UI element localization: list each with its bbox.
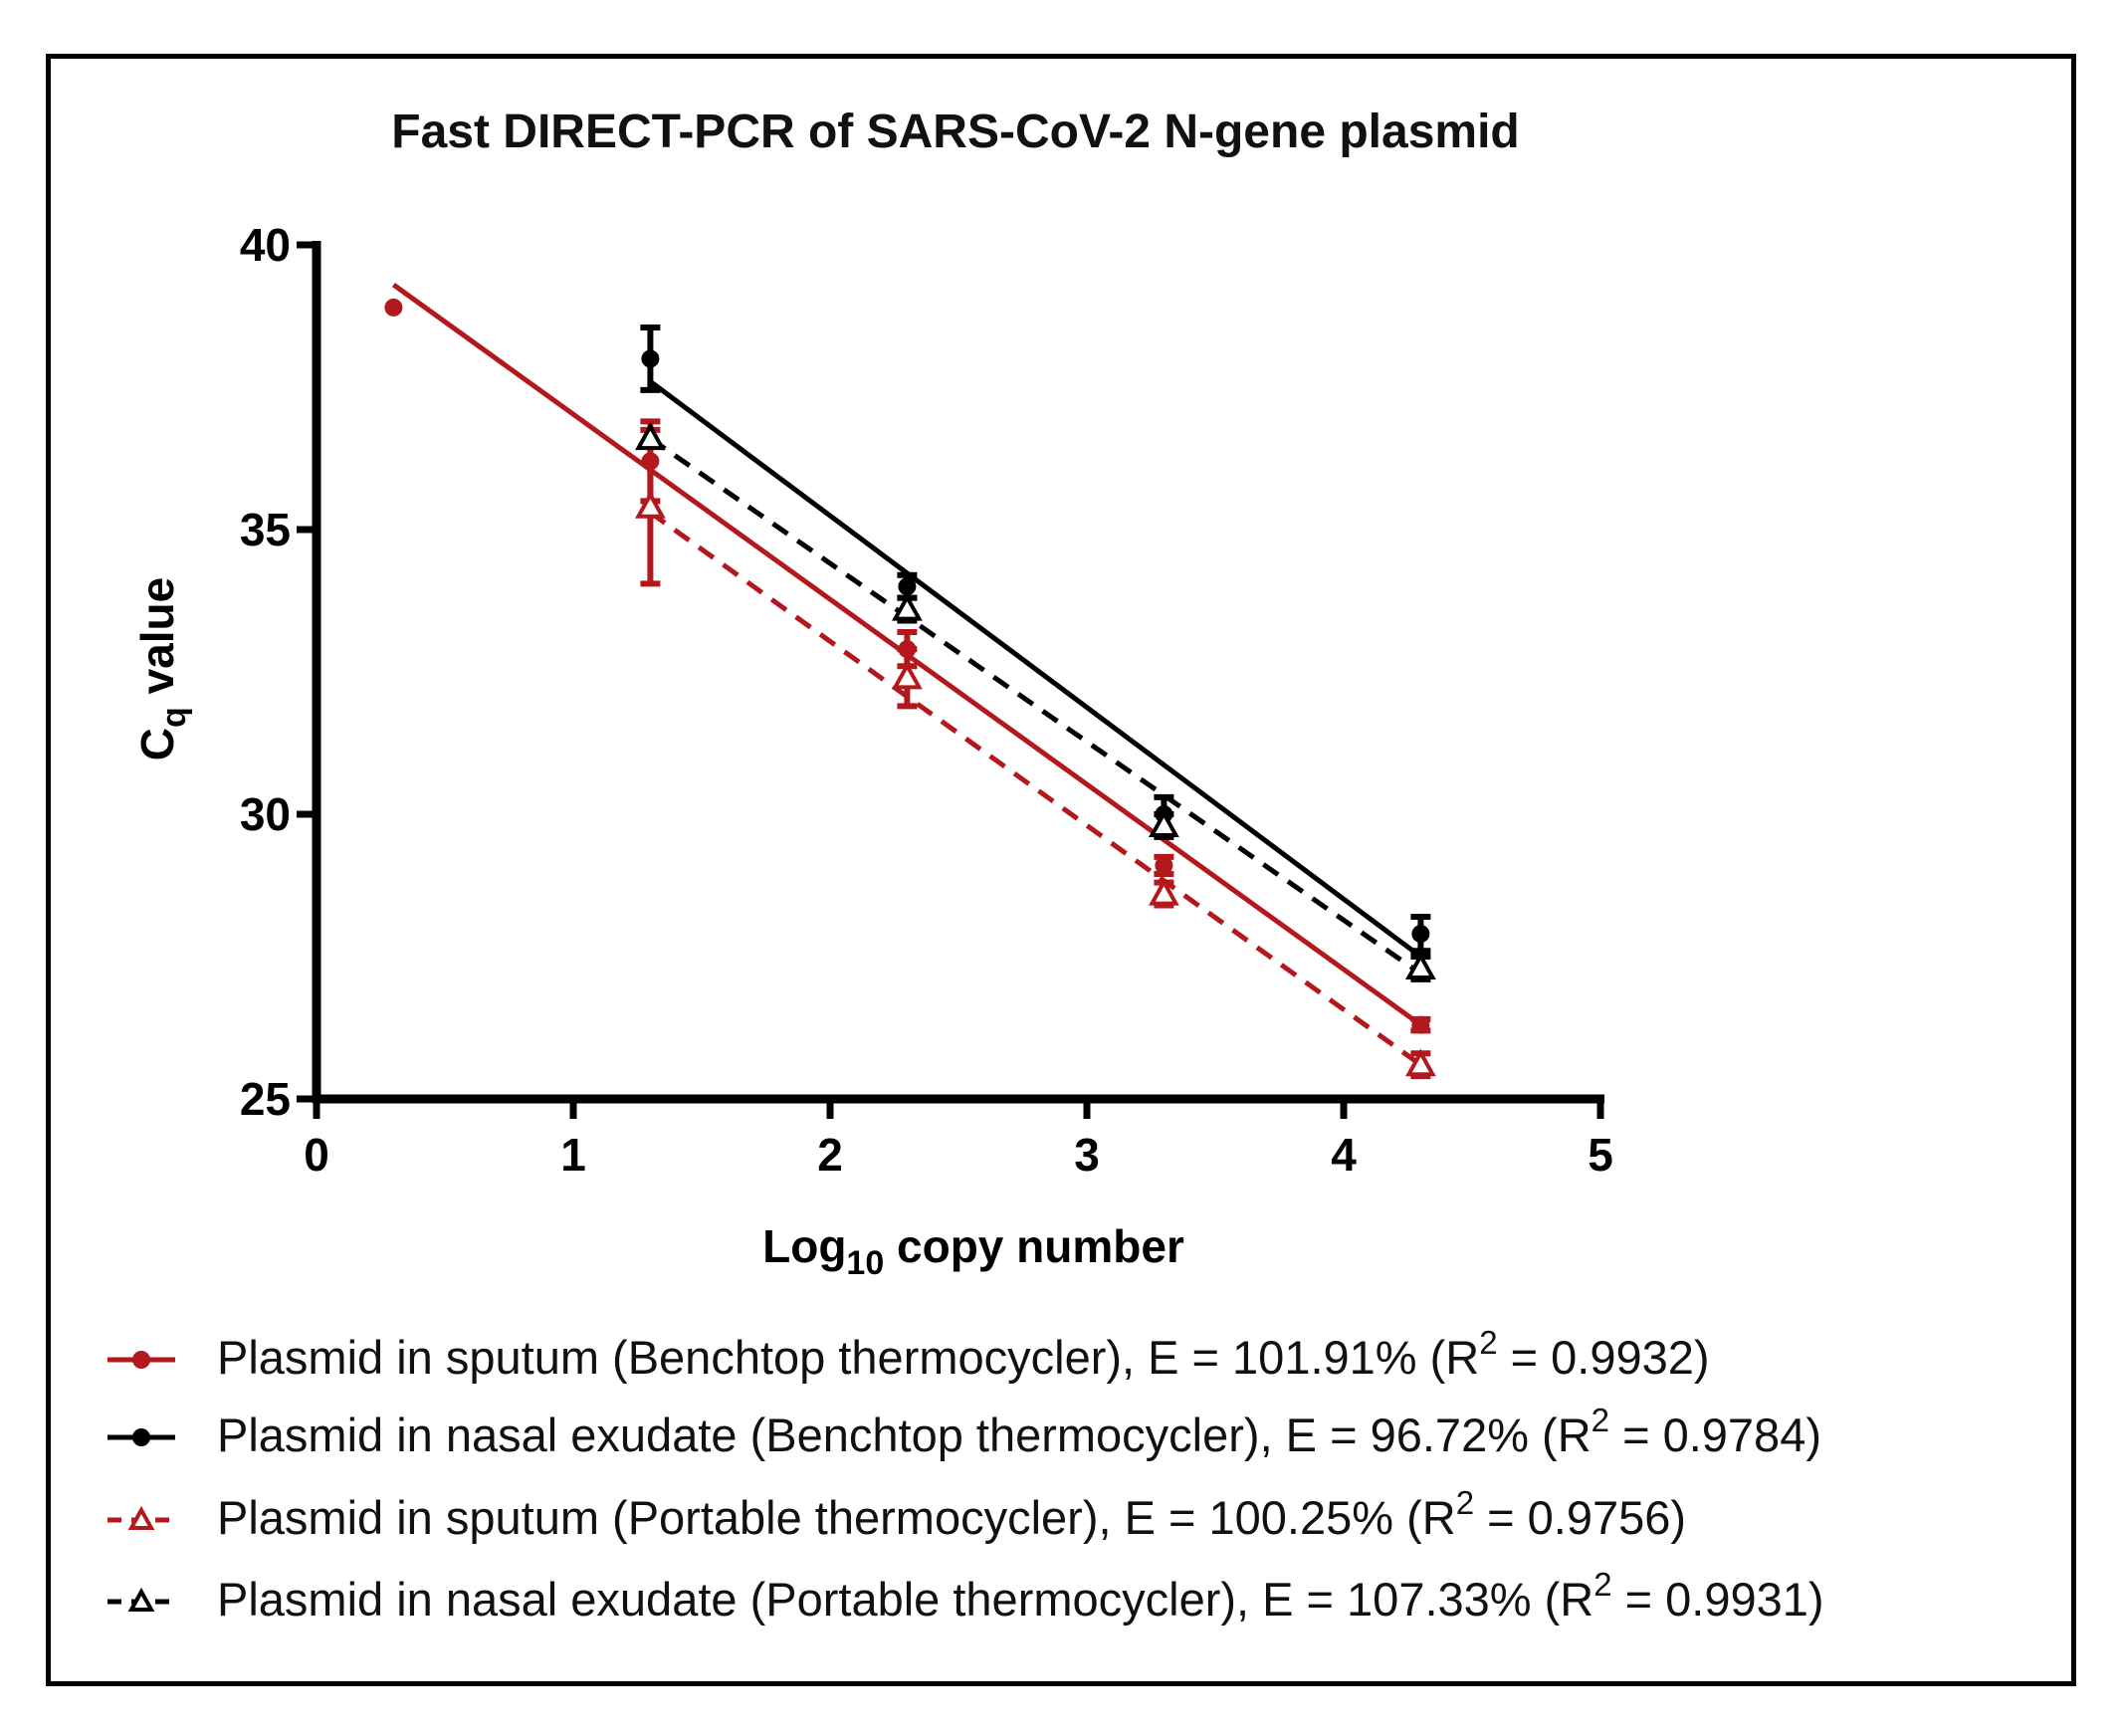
series-1 (640, 324, 1431, 960)
legend: Plasmid in sputum (Benchtop thermocycler… (107, 1324, 1824, 1626)
fit-line-3 (648, 436, 1422, 976)
data-point-2-2 (1149, 877, 1179, 906)
legend-label-1: Plasmid in nasal exudate (Benchtop therm… (217, 1402, 1821, 1461)
data-point-3-1 (892, 592, 923, 621)
legend-superscript: 2 (1479, 1324, 1497, 1361)
x-tick-label-4: 4 (1331, 1129, 1357, 1181)
x-tick-label-3: 3 (1074, 1129, 1100, 1181)
chart-marks (384, 283, 1436, 1080)
data-point-1-0 (641, 349, 660, 368)
data-point-2-3 (1405, 1048, 1436, 1077)
y-tick-label-40: 40 (240, 219, 291, 271)
legend-label-2: Plasmid in sputum (Portable thermocycler… (217, 1484, 1686, 1544)
legend-superscript: 2 (1456, 1484, 1474, 1521)
legend-label-3: Plasmid in nasal exudate (Portable therm… (217, 1566, 1824, 1626)
data-point-3-2 (1149, 809, 1179, 838)
data-point-1-1 (898, 577, 917, 596)
legend-marker-3 (127, 1587, 155, 1612)
axes: 0 1 2 3 4 5 25 30 35 40 (240, 219, 1613, 1181)
chart-title: Fast DIRECT-PCR of SARS-CoV-2 N-gene pla… (391, 106, 1519, 158)
data-point-2-1 (892, 661, 923, 690)
x-axis-label: Log10 copy number (762, 1220, 1184, 1282)
legend-label-main: Plasmid in nasal exudate (Portable therm… (217, 1573, 1593, 1626)
legend-label-0: Plasmid in sputum (Benchtop thermocycler… (217, 1324, 1710, 1384)
legend-label-main: Plasmid in nasal exudate (Benchtop therm… (217, 1409, 1592, 1461)
legend-label-r2: = 0.9931) (1612, 1573, 1824, 1626)
data-point-2-0 (635, 491, 666, 519)
y-tick-label-25: 25 (240, 1073, 291, 1125)
fit-line-1 (648, 379, 1422, 960)
legend-superscript: 2 (1593, 1566, 1611, 1603)
y-axis-label: Cq value (131, 577, 193, 760)
legend-label-r2: = 0.9756) (1474, 1491, 1686, 1544)
legend-label-main: Plasmid in sputum (Benchtop thermocycler… (217, 1331, 1479, 1384)
legend-label-r2: = 0.9932) (1498, 1331, 1710, 1384)
data-point-1-3 (1411, 925, 1430, 944)
legend-item-1: Plasmid in nasal exudate (Benchtop therm… (107, 1402, 1821, 1461)
legend-marker-0 (132, 1351, 150, 1369)
legend-item-3: Plasmid in nasal exudate (Portable therm… (107, 1566, 1824, 1626)
data-point-0-4 (1411, 1015, 1430, 1034)
data-point-3-0 (635, 422, 666, 451)
series-3 (635, 422, 1436, 982)
y-tick-label-30: 30 (240, 788, 291, 840)
data-point-0-3 (1155, 856, 1173, 875)
x-tick-label-2: 2 (817, 1129, 843, 1181)
data-point-0-0 (384, 298, 403, 317)
legend-item-0: Plasmid in sputum (Benchtop thermocycler… (107, 1324, 1710, 1384)
fit-line-2 (648, 510, 1422, 1067)
x-tick-label-0: 0 (304, 1129, 329, 1181)
legend-superscript: 2 (1592, 1402, 1609, 1438)
legend-marker-2 (127, 1505, 155, 1530)
figure-frame (46, 54, 2076, 1686)
legend-label-main: Plasmid in sputum (Portable thermocycler… (217, 1491, 1456, 1544)
x-tick-label-5: 5 (1588, 1129, 1613, 1181)
data-point-3-3 (1405, 952, 1436, 980)
legend-item-2: Plasmid in sputum (Portable thermocycler… (107, 1484, 1686, 1544)
x-tick-label-1: 1 (560, 1129, 586, 1181)
legend-marker-1 (132, 1428, 150, 1446)
y-tick-label-35: 35 (240, 504, 291, 555)
series-2 (635, 426, 1436, 1080)
legend-label-r2: = 0.9784) (1609, 1409, 1821, 1461)
